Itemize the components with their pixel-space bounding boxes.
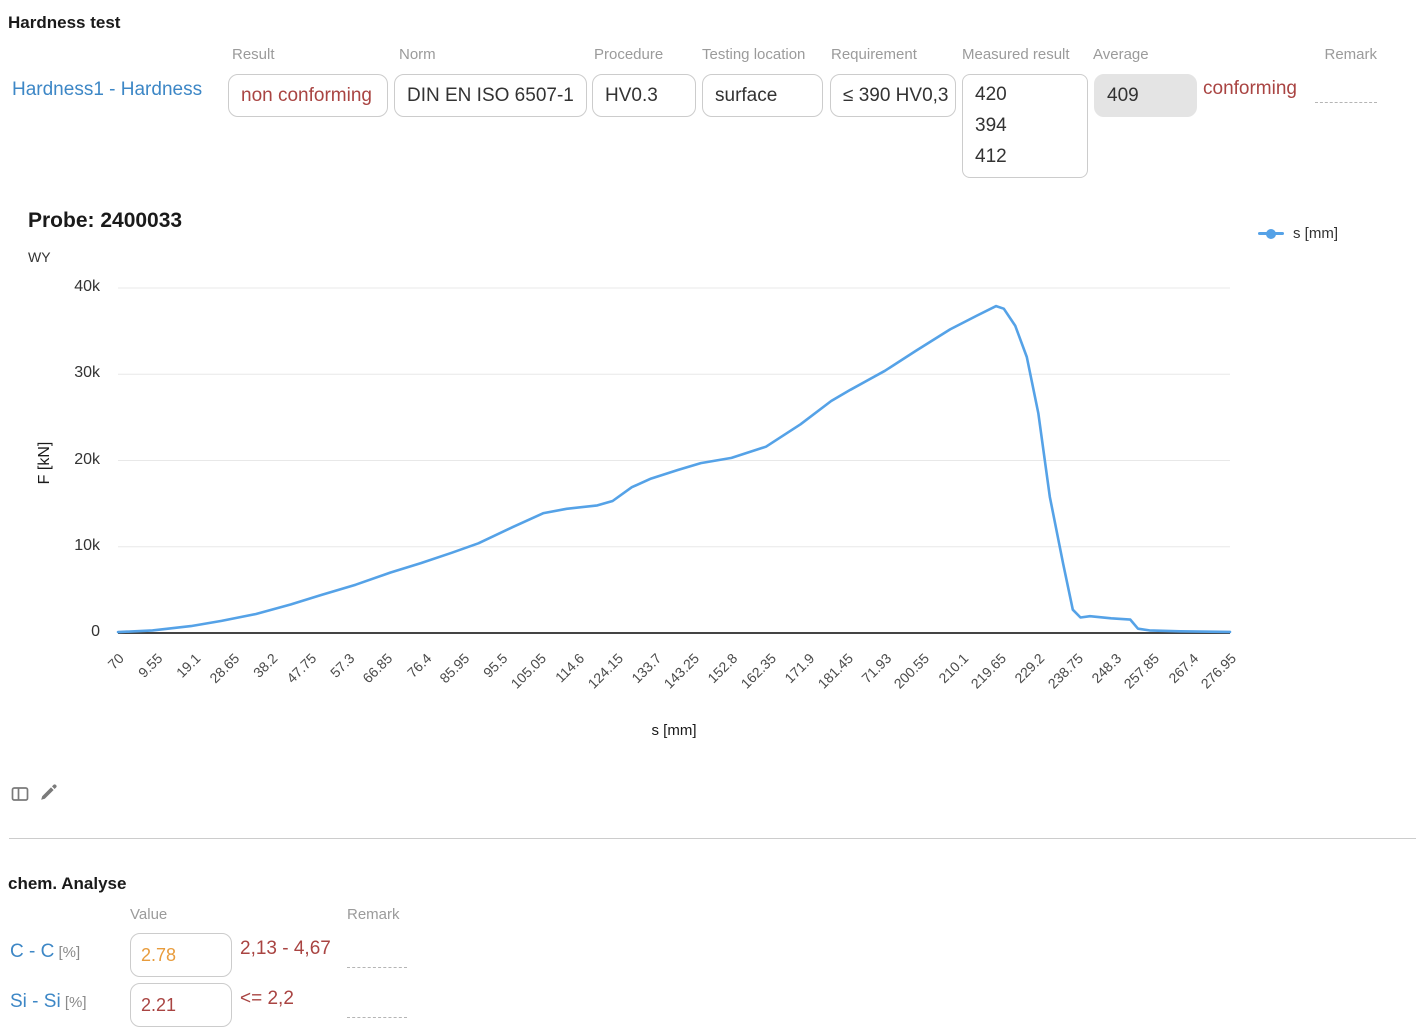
chem-value-input[interactable]: 2.21 (130, 983, 232, 1027)
measured-result-field[interactable]: 420 394 412 (962, 74, 1088, 178)
y-tick-label: 0 (91, 623, 100, 640)
chem-element-link[interactable]: C - C (10, 941, 55, 962)
label-norm: Norm (399, 46, 436, 63)
chem-value-input[interactable]: 2.78 (130, 933, 232, 977)
chem-requirement: <= 2,2 (240, 988, 294, 1009)
chem-element-link[interactable]: Si - Si (10, 991, 61, 1012)
measured-result-line: 420 (975, 84, 1007, 105)
label-testing-location: Testing location (702, 46, 806, 63)
chem-section-title: chem. Analyse (8, 874, 127, 893)
y-axis-secondary-label: WY (28, 249, 51, 265)
hardness-row-link[interactable]: Hardness1 - Hardness (12, 79, 203, 100)
procedure-field[interactable]: HV0.3 (592, 74, 696, 117)
series-line (116, 304, 1232, 634)
legend-label: s [mm] (1293, 225, 1338, 242)
chart-legend[interactable]: s [mm] (1258, 225, 1338, 242)
chem-remark-field[interactable] (347, 967, 407, 968)
chem-unit-label: [%] (54, 944, 81, 961)
measured-result-line: 412 (975, 146, 1007, 167)
requirement-field[interactable]: ≤ 390 HV0,3 (830, 74, 956, 117)
result-field[interactable]: non conforming (228, 74, 388, 117)
norm-field[interactable]: DIN EN ISO 6507-1 (394, 74, 587, 117)
section-divider (9, 838, 1416, 839)
label-chem-remark: Remark (347, 906, 400, 923)
table-layout-icon[interactable] (11, 785, 29, 803)
hardness-section-title: Hardness test (8, 13, 121, 32)
testing-location-field[interactable]: surface (702, 74, 823, 117)
legend-line-marker-icon (1258, 228, 1284, 239)
average-status: conforming (1203, 78, 1297, 99)
label-value: Value (130, 906, 168, 923)
chem-remark-field[interactable] (347, 1017, 407, 1018)
y-tick-label: 10k (74, 536, 100, 554)
chem-requirement: 2,13 - 4,67 (240, 938, 331, 959)
label-measured-result: Measured result (962, 46, 1070, 63)
label-procedure: Procedure (594, 46, 664, 63)
y-tick-label: 20k (74, 450, 100, 468)
label-remark: Remark (1324, 46, 1377, 63)
y-axis-title: F [kN] (36, 441, 53, 485)
measured-result-line: 394 (975, 115, 1007, 136)
y-tick-label: 40k (74, 278, 100, 295)
line-chart-plot-area (116, 287, 1232, 634)
label-requirement: Requirement (831, 46, 917, 63)
edit-pencil-icon[interactable] (40, 783, 58, 801)
y-tick-label: 30k (74, 364, 100, 382)
remark-field[interactable] (1315, 102, 1377, 103)
chart-title: Probe: 2400033 (28, 209, 183, 232)
average-field[interactable]: 409 (1094, 74, 1197, 117)
label-average: Average (1093, 46, 1149, 63)
chem-unit-label: [%] (60, 994, 87, 1011)
x-axis-title: s [mm] (651, 722, 697, 739)
label-result: Result (232, 46, 275, 63)
